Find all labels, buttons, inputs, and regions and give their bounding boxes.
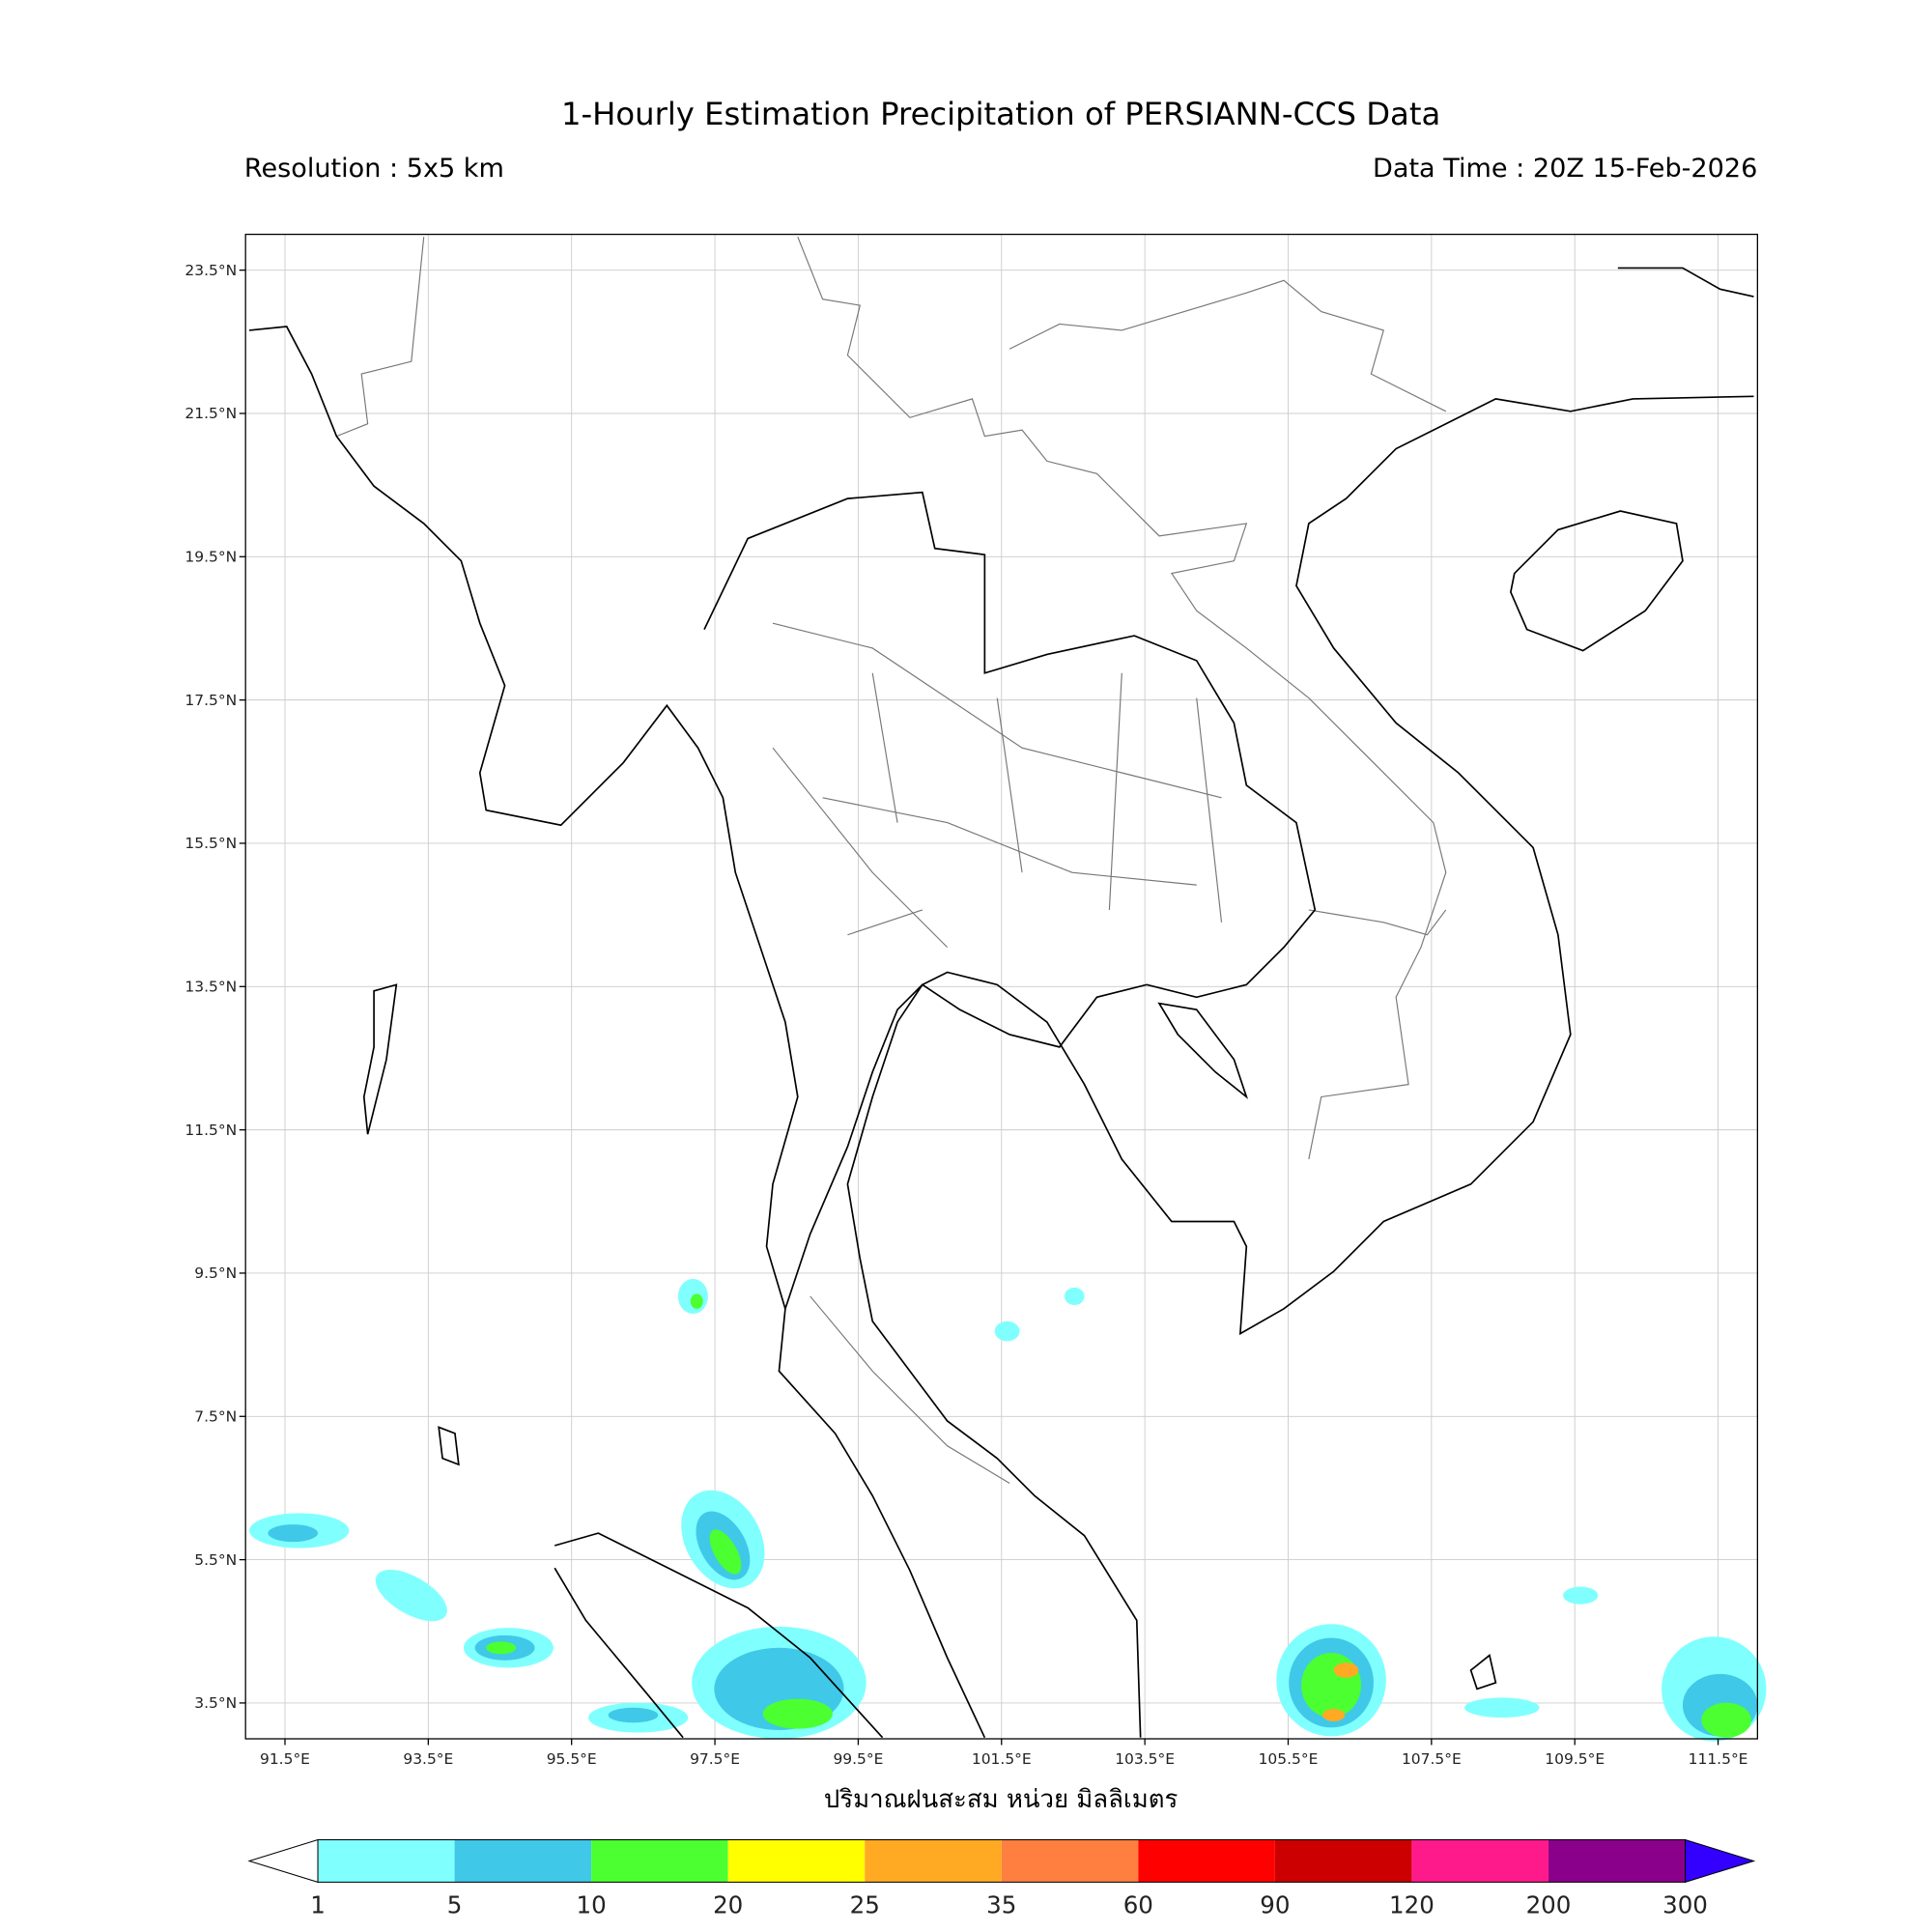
colorbar-box xyxy=(1274,1839,1412,1883)
colorbar-outline xyxy=(317,1839,1687,1883)
coastlines xyxy=(248,267,1754,1739)
y-tick-label: 19.5°N xyxy=(185,548,237,565)
colorbar-label: 5 xyxy=(447,1891,463,1919)
resolution: Resolution : 5x5 km xyxy=(244,154,504,184)
colorbar-label: 10 xyxy=(577,1891,607,1919)
colorbar-under xyxy=(247,1838,319,1884)
rain-areas xyxy=(249,1278,1767,1742)
province-borders xyxy=(703,491,1317,1484)
colorbar-box xyxy=(591,1839,728,1883)
colorbar-label: 300 xyxy=(1662,1891,1708,1919)
colorbar-box xyxy=(1411,1839,1548,1883)
colorbar-label: 90 xyxy=(1260,1891,1290,1919)
x-axis-label: ปริมาณฝนสะสม หน่วย มิลลิเมตร xyxy=(824,1785,1179,1814)
borders xyxy=(336,236,1447,1160)
colorbar-label: 1 xyxy=(310,1891,326,1919)
colorbar-over xyxy=(1684,1838,1756,1884)
y-tick-label: 11.5°N xyxy=(185,1122,237,1139)
grid xyxy=(245,234,1758,1739)
y-tick-label: 23.5°N xyxy=(185,262,237,279)
title: 1-Hourly Estimation Precipitation of PER… xyxy=(561,96,1440,132)
y-tick-label: 9.5°N xyxy=(194,1264,237,1282)
y-tick-label: 3.5°N xyxy=(194,1694,237,1712)
colorbar-box xyxy=(1548,1839,1686,1883)
x-tick-label: 91.5°E xyxy=(260,1750,310,1768)
colorbar-label: 20 xyxy=(713,1891,743,1919)
x-tick-label: 97.5°E xyxy=(690,1750,740,1768)
x-tick-label: 103.5°E xyxy=(1115,1750,1175,1768)
colorbar-box xyxy=(1001,1839,1139,1883)
y-tick-label: 5.5°N xyxy=(194,1551,237,1569)
y-tick-label: 7.5°N xyxy=(194,1407,237,1425)
x-tick-label: 109.5°E xyxy=(1545,1750,1605,1768)
y-tick-label: 17.5°N xyxy=(185,692,237,709)
x-tick-label: 111.5°E xyxy=(1689,1750,1748,1768)
y-tick-label: 21.5°N xyxy=(185,405,237,422)
y-tick-label: 15.5°N xyxy=(185,835,237,852)
colorbar-label: 120 xyxy=(1389,1891,1435,1919)
x-tick-label: 95.5°E xyxy=(547,1750,597,1768)
colorbar-box xyxy=(454,1839,592,1883)
x-tick-label: 105.5°E xyxy=(1259,1750,1319,1768)
x-tick-label: 101.5°E xyxy=(972,1750,1032,1768)
x-tick-label: 107.5°E xyxy=(1402,1750,1462,1768)
colorbar-box xyxy=(1138,1839,1275,1883)
data-time: Data Time : 20Z 15-Feb-2026 xyxy=(1373,154,1757,184)
colorbar-box xyxy=(727,1839,866,1883)
x-tick-label: 99.5°E xyxy=(833,1750,883,1768)
colorbar: 1 5 10 20 25 35 60 90 120 200 300 xyxy=(247,1838,1756,1919)
colorbar-label: 25 xyxy=(850,1891,880,1919)
y-tick-label: 13.5°N xyxy=(185,978,237,995)
colorbar-box xyxy=(865,1839,1002,1883)
x-tick-label: 93.5°E xyxy=(403,1750,453,1768)
colorbar-box xyxy=(318,1839,455,1883)
colorbar-label: 60 xyxy=(1123,1891,1153,1919)
colorbar-label: 200 xyxy=(1526,1891,1572,1919)
colorbar-label: 35 xyxy=(986,1891,1016,1919)
